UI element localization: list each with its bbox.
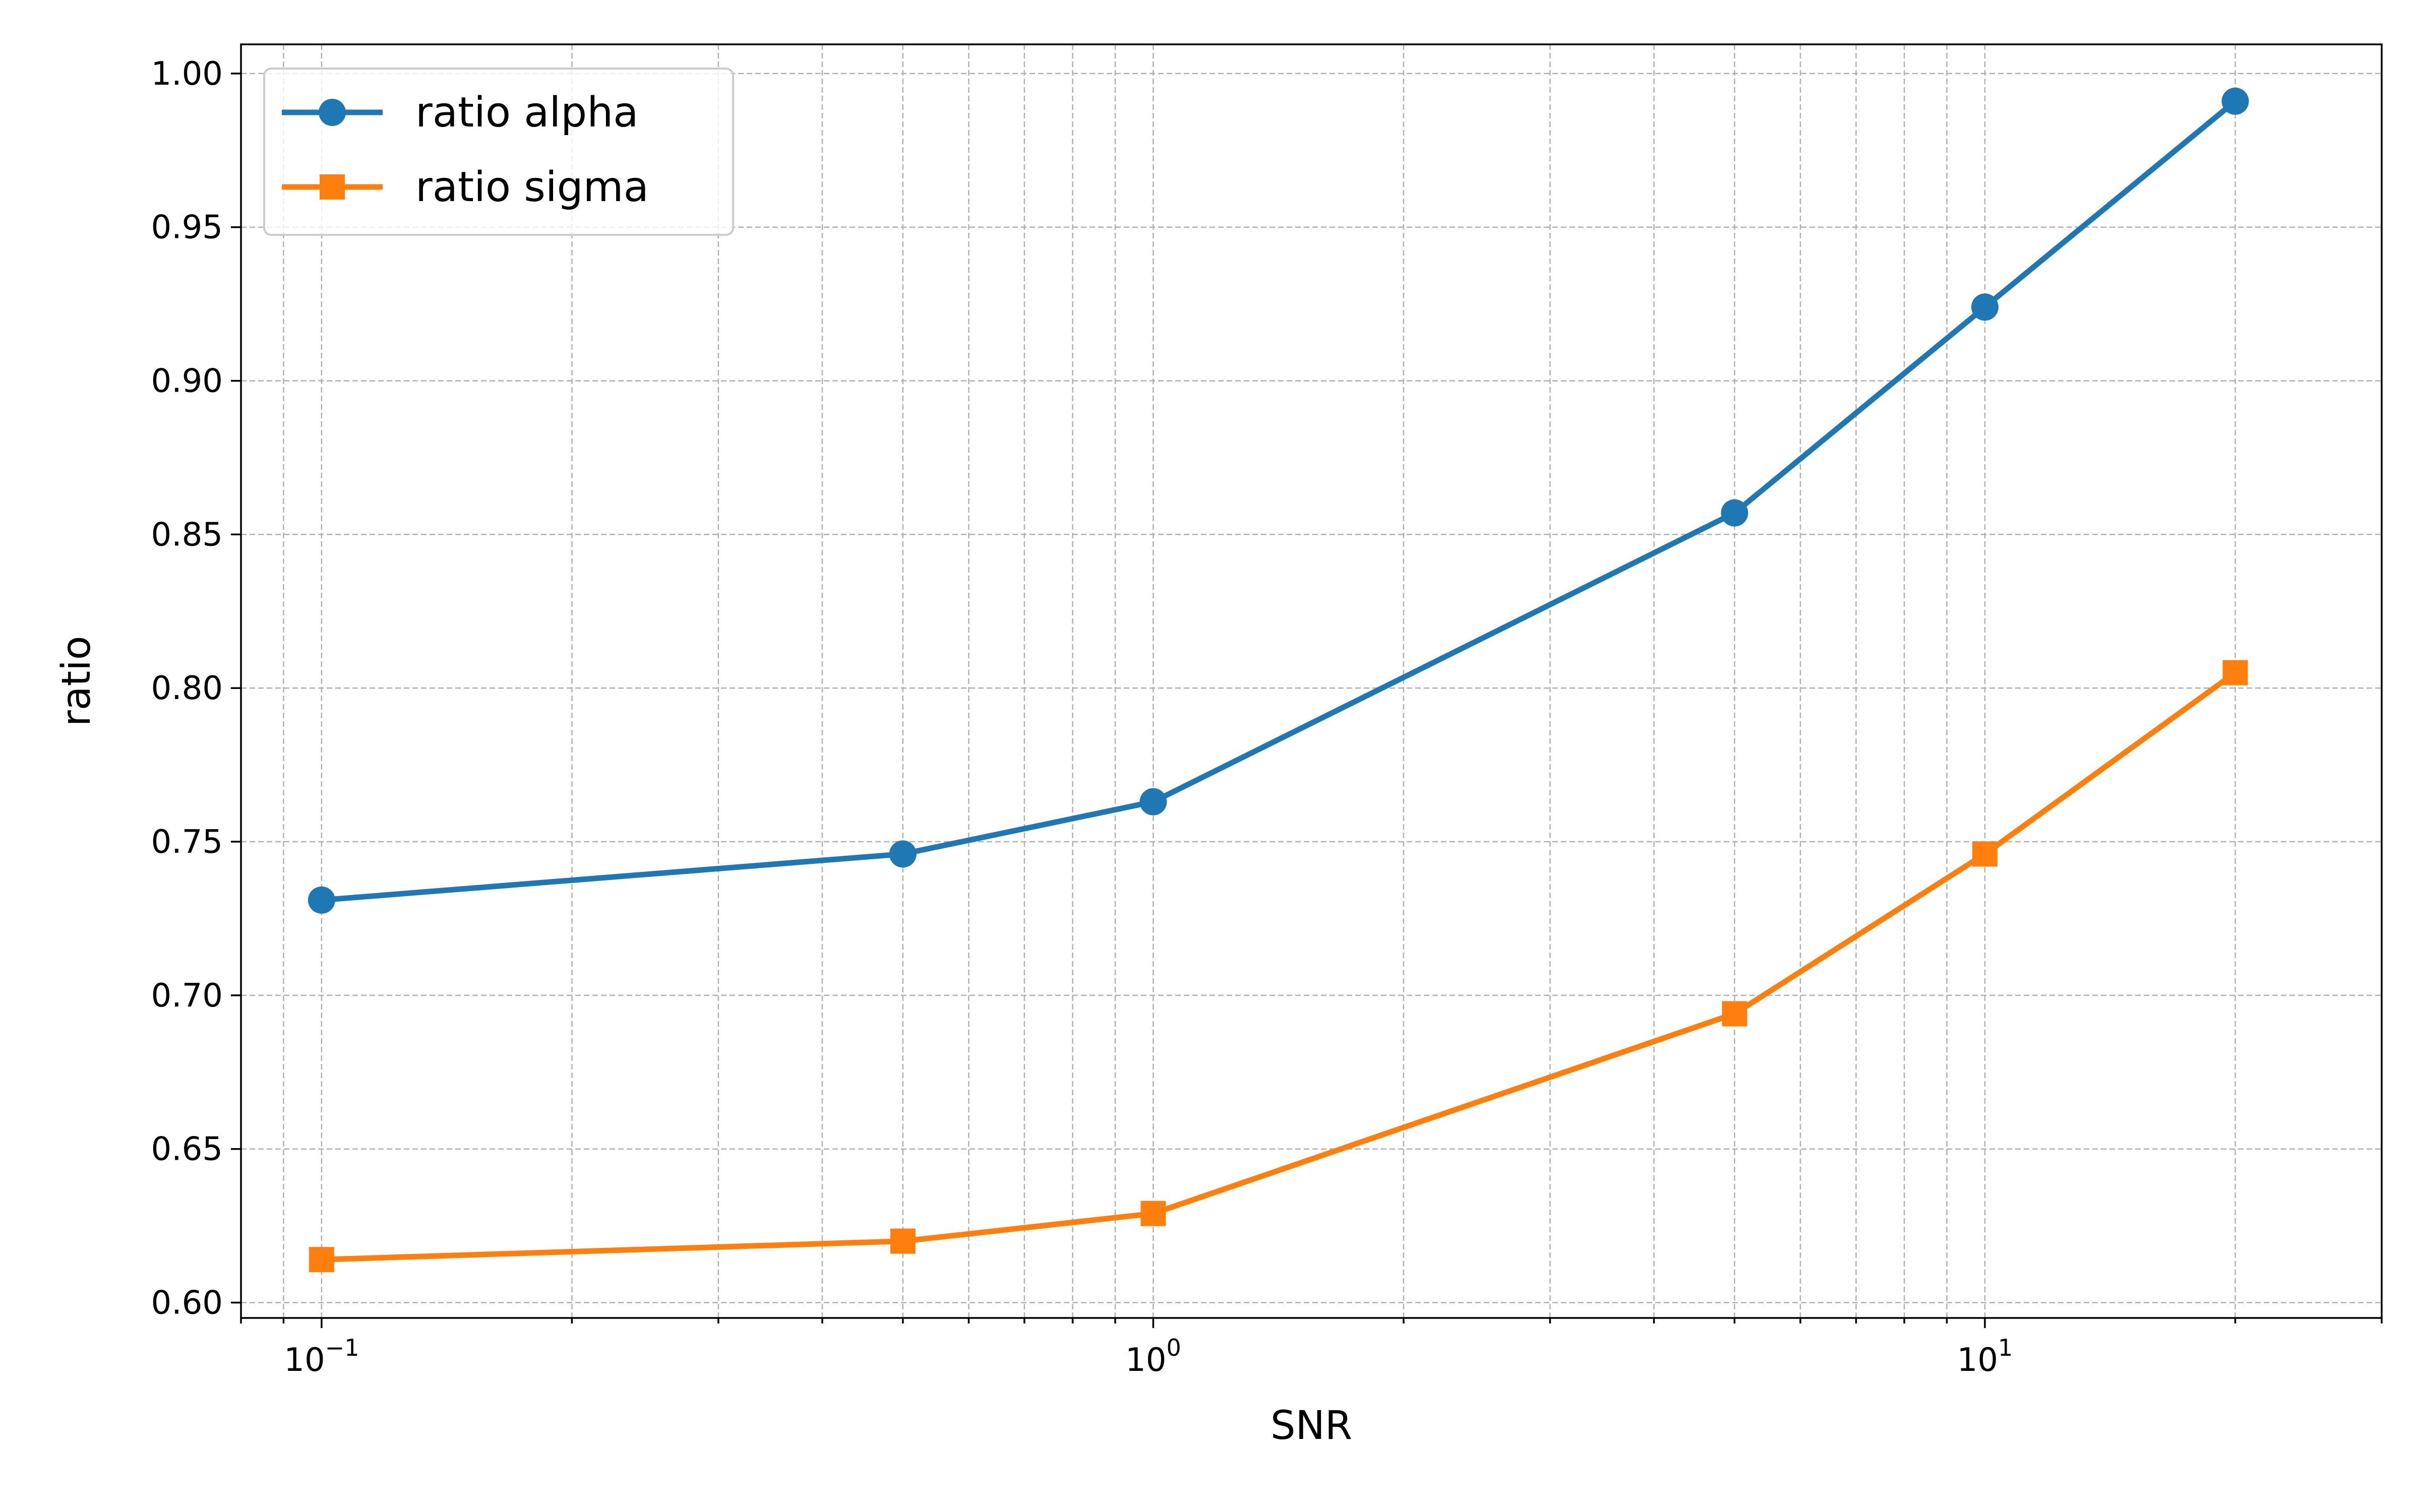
y-tick-label: 0.75	[151, 824, 223, 861]
data-point	[308, 886, 335, 914]
y-tick-label: 0.70	[151, 977, 223, 1015]
data-point	[1971, 293, 1999, 321]
legend-label: ratio sigma	[415, 163, 649, 211]
data-point	[2221, 87, 2249, 115]
x-tick-label: 100	[1125, 1334, 1181, 1379]
series-1	[308, 87, 2249, 914]
data-point	[1722, 1001, 1747, 1027]
series-2	[309, 660, 2248, 1273]
data-point	[1972, 841, 1998, 867]
x-axis-label: SNR	[1270, 1403, 1352, 1448]
series-line	[319, 98, 2238, 903]
data-point	[889, 840, 917, 868]
y-axis-label: ratio	[54, 636, 99, 727]
ticks: 0.60 0.65 0.70 0.75 0.80 0.85 0.90 0.95 1.00 10−1…	[151, 55, 2383, 1379]
x-tick-label: 10−1	[284, 1334, 359, 1379]
legend-marker	[319, 99, 346, 126]
y-tick-label: 0.90	[151, 363, 223, 400]
data-point	[890, 1228, 916, 1254]
series-line	[319, 670, 2238, 1263]
data-point	[1721, 499, 1748, 527]
y-tick-label: 0.60	[151, 1285, 223, 1322]
series-layer	[308, 87, 2249, 1273]
legend: ratio alpha ratio sigma	[263, 68, 734, 236]
y-tick-label: 1.00	[151, 55, 223, 93]
data-point	[309, 1247, 334, 1273]
y-tick-label: 0.85	[151, 516, 223, 553]
legend-label: ratio alpha	[415, 89, 638, 137]
data-point	[2222, 660, 2248, 685]
plot-frame	[240, 43, 2383, 1319]
legend-marker	[320, 174, 345, 200]
y-tick-label: 0.95	[151, 209, 223, 246]
data-point	[1139, 788, 1167, 815]
data-point	[1140, 1201, 1166, 1226]
y-tick-label: 0.65	[151, 1131, 223, 1168]
x-tick-label: 101	[1957, 1334, 2013, 1379]
y-tick-label: 0.80	[151, 670, 223, 707]
